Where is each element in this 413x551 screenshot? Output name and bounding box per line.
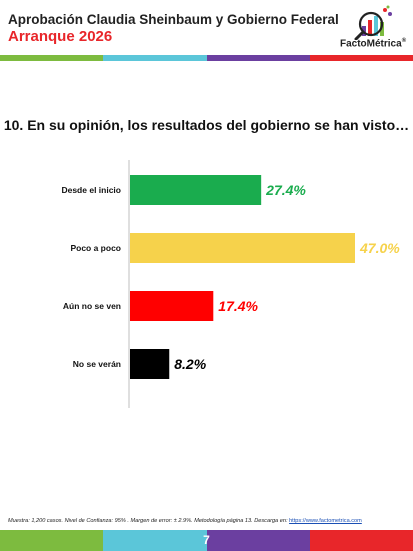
- data-label: 27.4%: [265, 182, 306, 198]
- stripe-segment: [206, 55, 310, 61]
- stripe-segment: [103, 530, 207, 551]
- category-label: Desde el inicio: [61, 185, 121, 195]
- report-subtitle: Arranque 2026: [8, 28, 113, 45]
- bar: [130, 175, 262, 205]
- stripe-segment: [206, 530, 310, 551]
- category-label: Aún no se ven: [63, 301, 121, 311]
- bottom-color-stripe: [0, 530, 413, 551]
- bar-chart-svg: Desde el inicio 27.4% Poco a poco 47.0% Aún …: [61, 160, 400, 408]
- page-number: 7: [203, 533, 210, 547]
- data-label: 17.4%: [218, 298, 258, 314]
- top-color-stripe: [0, 55, 413, 61]
- data-label: 47.0%: [359, 240, 400, 256]
- registered-mark: ®: [401, 38, 407, 44]
- website-link[interactable]: https://www.factometrica.com: [289, 518, 362, 524]
- bar: [130, 233, 355, 263]
- header: Aprobación Claudia Sheinbaum y Gobierno …: [0, 0, 413, 54]
- stripe-segment: [309, 55, 413, 61]
- report-title: Aprobación Claudia Sheinbaum y Gobierno …: [8, 12, 339, 27]
- bar: [130, 349, 170, 379]
- stripe-segment: [0, 55, 104, 61]
- logo-wordmark: FactoMétrica: [340, 38, 402, 50]
- stripe-segment: [0, 530, 104, 551]
- stripe-segment: [309, 530, 413, 551]
- category-label: Poco a poco: [70, 243, 121, 253]
- methodology-text: Muestra: 1,200 casos. Nivel de Confianza…: [8, 518, 290, 524]
- factometrica-logo: FactoMétrica®: [340, 4, 410, 52]
- data-label: 8.2%: [174, 356, 206, 372]
- category-label: No se verán: [73, 359, 121, 369]
- chart-logo-icon: [354, 5, 392, 41]
- bar-chart: Desde el inicio 27.4% Poco a poco 47.0% Aún …: [0, 160, 413, 410]
- bar: [130, 291, 214, 321]
- question-text: 10. En su opinión, los resultados del go…: [3, 117, 410, 133]
- methodology-note: Muestra: 1,200 casos. Nivel de Confianza…: [8, 518, 362, 524]
- stripe-segment: [103, 55, 207, 61]
